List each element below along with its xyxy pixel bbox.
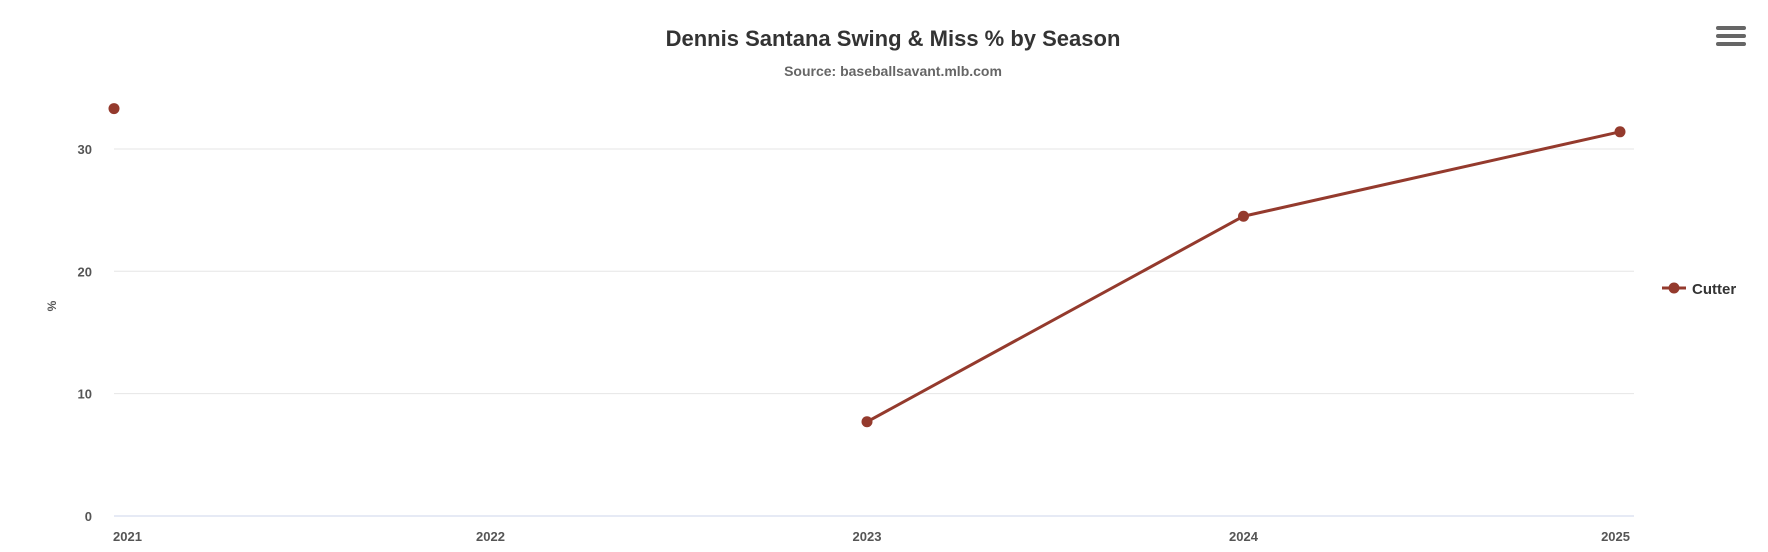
grid: [114, 148, 1634, 517]
data-point[interactable]: [1614, 126, 1626, 138]
legend-marker-symbol: [1668, 282, 1680, 294]
legend-item-label[interactable]: Cutter: [1692, 281, 1736, 298]
y-tick-label: 30: [78, 142, 92, 157]
x-tick-label: 2021: [113, 529, 142, 544]
x-tick-label: 2022: [476, 529, 505, 544]
y-axis-title: %: [45, 300, 59, 311]
data-point[interactable]: [108, 103, 120, 115]
data-point[interactable]: [1238, 210, 1249, 222]
y-tick-label: 0: [85, 509, 92, 524]
x-tick-label: 2023: [853, 529, 882, 544]
chart-subtitle: Source: baseballsavant.mlb.com: [784, 63, 1002, 79]
x-tick-label: 2024: [1229, 529, 1259, 544]
chart-title: Dennis Santana Swing & Miss % by Season: [666, 26, 1121, 51]
x-tick-label: 2025: [1601, 529, 1630, 544]
y-axis-ticks: 0 10 20 30: [78, 142, 92, 524]
x-axis-ticks: 2021 2022 2023 2024 2025: [113, 529, 1630, 544]
series-line: [866, 130, 1621, 424]
series-group: [108, 103, 1626, 428]
legend[interactable]: Cutter: [1662, 281, 1736, 298]
hamburger-menu-icon[interactable]: [1716, 26, 1746, 52]
y-tick-label: 10: [78, 387, 92, 402]
data-point[interactable]: [861, 416, 873, 428]
y-tick-label: 20: [78, 264, 92, 279]
